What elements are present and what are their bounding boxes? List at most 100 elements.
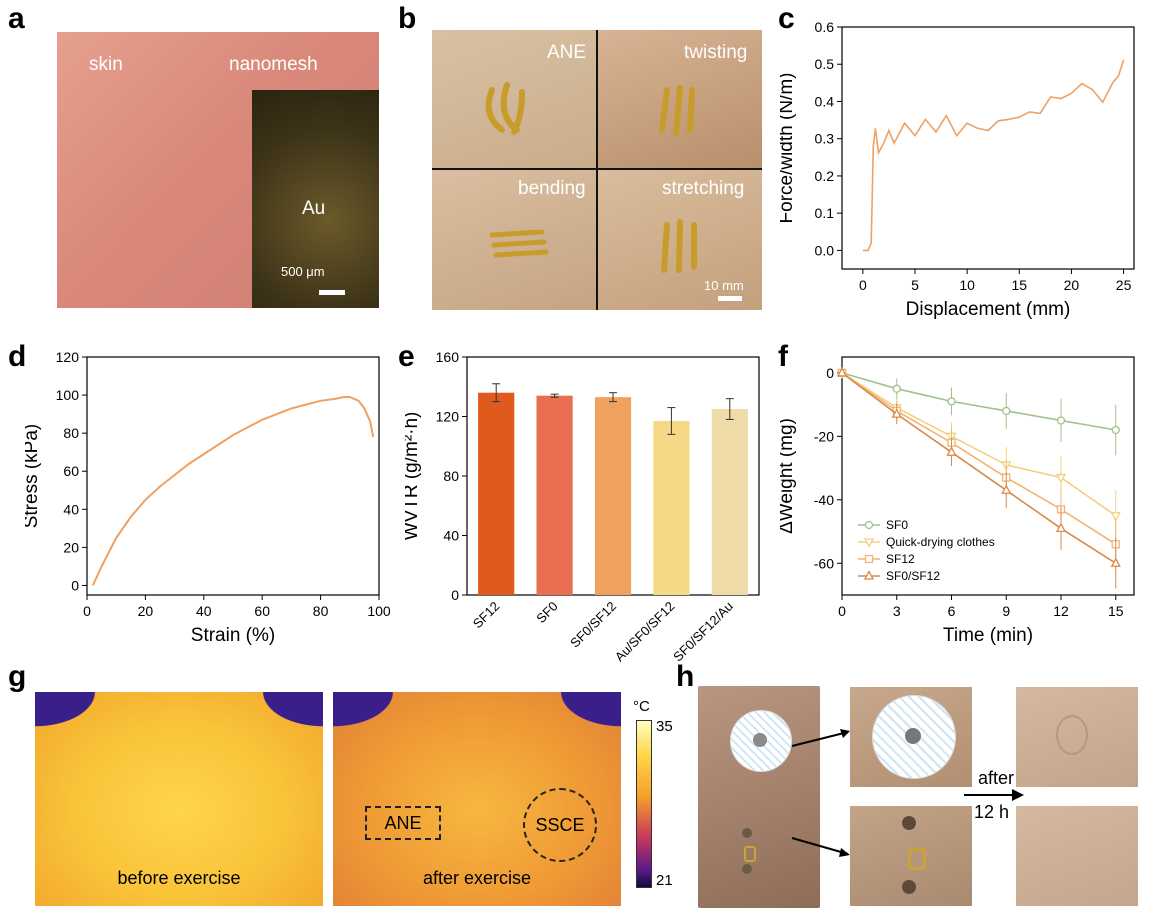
cold-corner-left <box>35 692 105 732</box>
c-xtick-label-0: 0 <box>859 277 867 293</box>
scale-label-b: 10 mm <box>704 278 744 293</box>
f-xtick-label-4: 12 <box>1053 603 1069 619</box>
e-bar-2 <box>594 397 632 595</box>
skin-after-patch <box>1016 687 1138 787</box>
e-category-label-4: SF0/SF12/Au <box>670 599 736 665</box>
f-legend-marker-3 <box>863 570 875 580</box>
skin-micrograph: skin nanomesh Au 500 μm <box>57 32 379 308</box>
e-bar-4 <box>711 409 748 595</box>
ssce-region-circle: SSCE <box>523 788 597 862</box>
c-plot-frame <box>841 26 1135 270</box>
thermal-after: ANE SSCE after exercise <box>333 692 621 906</box>
f-series-line-2 <box>841 372 1117 545</box>
f-point-1-4 <box>1055 473 1067 484</box>
ane-on-arm <box>738 828 758 876</box>
after-12h-label: 12 h <box>974 802 1010 822</box>
f-point-0-4 <box>1056 416 1066 425</box>
arm-photo <box>698 686 820 908</box>
stretching-label: stretching <box>662 178 745 199</box>
ane-region-box: ANE <box>365 806 441 840</box>
d-y-axis-label: Stress (kPa) <box>25 424 42 529</box>
d-ytick-label-4: 80 <box>63 425 79 441</box>
d-ytick-label-1: 20 <box>63 539 79 555</box>
ane-closeup <box>850 806 972 906</box>
d-xtick-label-5: 100 <box>367 603 391 619</box>
e-ytick-label-4: 160 <box>436 349 460 365</box>
panel-letter-d: d <box>8 340 27 373</box>
chart-weight-loss: 0 3 6 9 12 15 0 -20 -40 -60 Time (min) ΔWeight (mg)… <box>780 356 1135 646</box>
nanomesh-region <box>252 90 379 308</box>
d-x-axis-label: Strain (%) <box>191 625 275 645</box>
chart-force-width: 0 5 10 15 20 25 0.0 0.1 0.2 0.3 0.4 0.5 0.6 Displacem… <box>780 19 1135 320</box>
f-point-0-2 <box>947 397 956 406</box>
e-bar-3 <box>653 420 690 595</box>
nanomesh-label: nanomesh <box>229 54 318 75</box>
c-y-axis-label: Force/width (N/m) <box>780 73 797 224</box>
panel-letter-c: c <box>778 2 795 35</box>
skin-label: skin <box>89 54 123 75</box>
f-plot-frame <box>841 356 1135 596</box>
f-xtick-label-0: 0 <box>838 603 846 619</box>
d-plot-frame <box>86 356 380 596</box>
after-arrow <box>964 789 1024 801</box>
panel-letter-g: g <box>8 660 27 693</box>
f-series-line-1 <box>841 372 1117 517</box>
d-xtick-label-0: 0 <box>83 603 91 619</box>
e-category-label-0: SF12 <box>470 599 503 632</box>
f-point-0-1 <box>892 384 901 393</box>
panel-letter-h: h <box>676 660 695 693</box>
d-xtick-label-3: 60 <box>254 603 270 619</box>
e-category-label-2: SF0/SF12 <box>567 599 619 651</box>
f-legend-label-0: SF0 <box>886 518 908 532</box>
f-point-0-3 <box>1002 406 1011 416</box>
c-force-series-line <box>862 59 1125 252</box>
d-ytick-label-2: 40 <box>63 501 79 517</box>
device-photo-grid: ANE twisting bending stretching 10 mm <box>432 30 762 310</box>
ane-label-b: ANE <box>547 42 587 63</box>
patch-closeup-snap <box>905 728 921 744</box>
d-xtick-label-2: 40 <box>196 603 212 619</box>
e-y-axis-label: WVTR (g/m²·h) <box>405 412 422 541</box>
bending-label: bending <box>518 178 586 199</box>
scale-bar-b <box>718 296 742 301</box>
electrode-patch <box>730 710 792 772</box>
f-x-axis-label: Time (min) <box>943 625 1033 646</box>
panel-letter-e: e <box>398 340 415 373</box>
f-point-3-1 <box>891 408 902 418</box>
f-ytick-label-1: -20 <box>814 428 834 444</box>
f-xtick-label-2: 6 <box>948 603 956 619</box>
colorbar-unit: °C <box>633 698 650 715</box>
panel-letter-b: b <box>398 2 417 35</box>
e-ytick-label-3: 120 <box>436 409 460 425</box>
scale-label-a: 500 μm <box>281 264 325 279</box>
d-xtick-label-4: 80 <box>313 603 329 619</box>
f-point-0-5 <box>1111 425 1120 435</box>
c-ytick-label-2: 0.2 <box>815 168 835 184</box>
e-bar-1 <box>536 395 573 595</box>
f-legend-marker-0 <box>864 520 874 530</box>
au-label: Au <box>302 198 326 219</box>
cold-corner-left-after <box>333 692 403 732</box>
f-legend-label-3: SF0/SF12 <box>886 569 940 583</box>
d-ytick-label-0: 0 <box>71 577 79 593</box>
f-point-3-2 <box>946 446 957 456</box>
f-point-1-5 <box>1110 512 1121 522</box>
thermal-before: before exercise <box>35 692 323 906</box>
chart-wvtr: 0 40 80 120 160 WVTR (g/m²·h) SF12 SF0 SF0/SF12A… <box>405 349 760 665</box>
c-xtick-label-4: 20 <box>1064 277 1080 293</box>
c-ytick-label-6: 0.6 <box>815 19 835 35</box>
d-stress-series-line <box>91 396 375 586</box>
f-point-3-3 <box>1001 484 1012 494</box>
f-xtick-label-1: 3 <box>893 603 901 619</box>
colorbar-min: 21 <box>656 872 673 889</box>
c-ytick-label-3: 0.3 <box>815 131 835 147</box>
panel-letter-f: f <box>778 340 788 373</box>
d-ytick-label-5: 100 <box>56 387 80 403</box>
c-xtick-label-5: 25 <box>1116 277 1132 293</box>
f-xtick-label-3: 9 <box>1002 603 1010 619</box>
d-xtick-label-1: 20 <box>138 603 154 619</box>
e-ytick-label-0: 0 <box>451 587 459 603</box>
c-ytick-label-4: 0.4 <box>815 93 835 109</box>
f-xtick-label-5: 15 <box>1108 603 1124 619</box>
f-y-axis-label: ΔWeight (mg) <box>780 418 797 534</box>
